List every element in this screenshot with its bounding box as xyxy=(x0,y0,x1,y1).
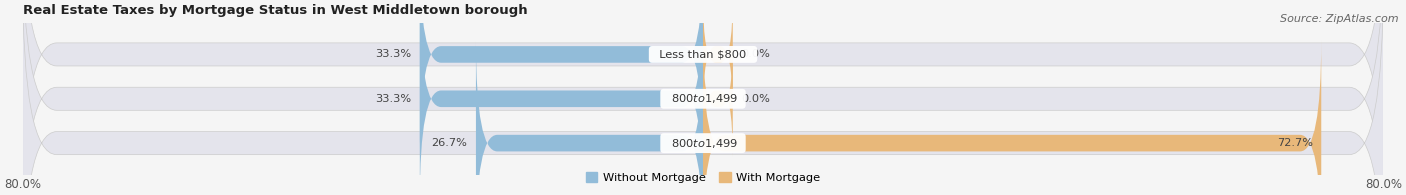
Text: $800 to $1,499: $800 to $1,499 xyxy=(664,92,742,105)
Text: Real Estate Taxes by Mortgage Status in West Middletown borough: Real Estate Taxes by Mortgage Status in … xyxy=(22,4,527,17)
FancyBboxPatch shape xyxy=(703,0,733,113)
FancyBboxPatch shape xyxy=(420,0,703,195)
Text: 72.7%: 72.7% xyxy=(1277,138,1313,148)
FancyBboxPatch shape xyxy=(420,0,703,157)
FancyBboxPatch shape xyxy=(703,41,1322,195)
Text: 33.3%: 33.3% xyxy=(375,94,412,104)
Text: 0.0%: 0.0% xyxy=(741,49,770,59)
FancyBboxPatch shape xyxy=(22,0,1384,195)
Legend: Without Mortgage, With Mortgage: Without Mortgage, With Mortgage xyxy=(581,168,825,188)
Text: Source: ZipAtlas.com: Source: ZipAtlas.com xyxy=(1281,14,1399,24)
Text: 0.0%: 0.0% xyxy=(741,94,770,104)
Text: Less than $800: Less than $800 xyxy=(652,49,754,59)
Text: 33.3%: 33.3% xyxy=(375,49,412,59)
FancyBboxPatch shape xyxy=(22,0,1384,195)
Text: $800 to $1,499: $800 to $1,499 xyxy=(664,137,742,150)
FancyBboxPatch shape xyxy=(477,41,703,195)
FancyBboxPatch shape xyxy=(703,41,733,157)
Text: 26.7%: 26.7% xyxy=(432,138,467,148)
FancyBboxPatch shape xyxy=(22,0,1384,195)
